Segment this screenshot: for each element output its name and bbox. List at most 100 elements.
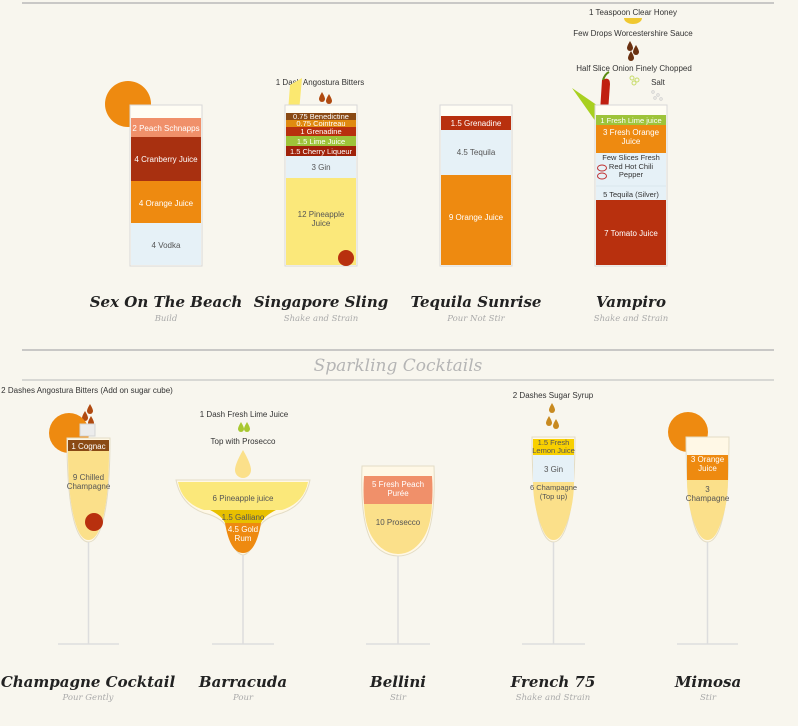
section-title: Sparkling Cocktails <box>314 356 483 376</box>
layer-label: 3 Champagne <box>685 485 730 503</box>
layer-label: 4 Cranberry Juice <box>134 155 198 164</box>
layer-label: 1 Cognac <box>71 442 105 451</box>
garnish-label: Top with Prosecco <box>211 437 276 446</box>
garnish-label: Salt <box>651 78 666 87</box>
layer-label: 6 Champagne (Top up) <box>529 484 578 501</box>
cocktail-method: Pour <box>232 693 254 703</box>
layer-grenadine <box>441 116 511 130</box>
cocktail-name: Tequila Sunrise <box>411 293 542 311</box>
garnish-label: 1 Teaspoon Clear Honey <box>589 8 677 17</box>
layer-label: 2 Peach Schnapps <box>132 124 199 133</box>
cocktail-mimosa: 3 Orange Juice 3 Champagne Mimosa Stir <box>668 412 741 703</box>
layer-label: 1 Grenadine <box>300 127 341 136</box>
layer-grenadine <box>286 127 356 136</box>
chili-slice-icon <box>597 164 607 172</box>
cocktail-champagne-cocktail: 2 Dashes Angostura Bitters (Add on sugar… <box>1 386 176 703</box>
layer-label: 1.5 Cherry Liqueur <box>290 147 353 156</box>
layer-label: 9 Orange Juice <box>449 213 504 222</box>
layer-label: 9 Chilled Champagne <box>66 473 111 491</box>
layer-label: 5 Fresh Peach Purée <box>371 480 425 498</box>
garnish-label: 2 Dashes Angostura Bitters (Add on sugar… <box>1 386 173 395</box>
worcestershire-drop-icon <box>627 41 639 61</box>
cocktail-name: French 75 <box>510 673 596 691</box>
garnish-label: 1 Dash Angostura Bitters <box>276 78 365 87</box>
cocktail-method: Pour Not Stir <box>446 314 505 324</box>
cocktail-bellini: 5 Fresh Peach Purée 10 Prosecco Bellini … <box>361 465 435 703</box>
cocktail-method: Pour Gently <box>62 693 114 703</box>
cocktail-barracuda: 1 Dash Fresh Lime Juice Top with Prosecc… <box>175 410 311 703</box>
layer-gin <box>286 156 356 178</box>
layer-label: 3 Gin <box>544 465 563 474</box>
cocktail-singapore-sling: 1 Dash Angostura Bitters 0.75 Benedictin… <box>254 78 388 324</box>
layer-peach-puree <box>363 476 433 504</box>
layer-label: 4.5 Gold Rum <box>227 525 259 543</box>
lime-drop-icon <box>238 422 250 432</box>
layer-label: 1 Fresh Lime juice <box>600 116 661 125</box>
cocktail-method: Shake and Strain <box>594 314 669 324</box>
garnish-label: 1 Dash Fresh Lime Juice <box>200 410 289 419</box>
cocktail-sex-on-the-beach: 2 Peach Schnapps 4 Cranberry Juice 4 Ora… <box>90 81 243 324</box>
cocktail-name: Mimosa <box>674 673 741 691</box>
bitters-drop-icon <box>319 92 332 104</box>
layer-label: 7 Tomato Juice <box>604 229 658 238</box>
cocktail-method: Stir <box>390 693 407 703</box>
layer-label: 4 Vodka <box>152 241 181 250</box>
layer-label-wrap: 1.5 Fresh Lemon Juice <box>532 439 575 455</box>
layer-label: 4.5 Tequila <box>457 148 496 157</box>
layer-label-wrap: 4.5 Gold Rum <box>227 525 259 543</box>
onion-pieces-icon <box>629 75 640 86</box>
layer-label: 3 Orange Juice <box>690 455 725 473</box>
layer-label: 5 Tequila (Silver) <box>603 190 659 199</box>
garnish-label: Half Slice Onion Finely Chopped <box>576 64 692 73</box>
layer-cranberry-juice <box>131 137 201 181</box>
layer-lime-juice <box>286 136 356 146</box>
layer-benedictine <box>286 113 356 120</box>
layer-label: 12 Pineapple Juice <box>297 210 345 228</box>
cocktail-name: Bellini <box>369 673 426 691</box>
cocktail-method: Shake and Strain <box>516 693 591 703</box>
layer-label: 3 Gin <box>311 163 330 172</box>
layer-galliano <box>210 510 276 523</box>
cocktail-method: Build <box>154 314 178 324</box>
layer-label: 0.75 Benedictine <box>293 112 349 121</box>
layer-label: 0.75 Cointreau <box>296 119 345 128</box>
layer-label-wrap: Few Slices Fresh Red Hot Chili Pepper <box>602 154 660 179</box>
cocktail-name: Sex On The Beach <box>90 293 243 311</box>
prosecco-drop-icon <box>235 450 251 478</box>
layer-tequila-silver <box>596 186 666 200</box>
layer-cherry-liqueur <box>286 146 356 156</box>
cherry-garnish-icon <box>85 513 103 531</box>
sugar-syrup-drop-icon <box>546 403 559 429</box>
cocktail-vampiro: 1 Teaspoon Clear Honey Few Drops Worcest… <box>572 8 693 324</box>
layer-label-wrap: 3 Orange Juice <box>690 455 725 473</box>
layer-label: 1.5 Galliano <box>222 513 265 522</box>
salt-grains-icon <box>651 90 663 101</box>
cocktail-name: Vampiro <box>596 293 666 311</box>
layer-lime-juice <box>596 115 666 125</box>
layer-peach-schnapps <box>131 118 201 137</box>
layer-label: 4 Orange Juice <box>139 199 194 208</box>
cocktail-french-75: 2 Dashes Sugar Syrup 1.5 Fresh Lemon Jui… <box>510 391 596 703</box>
layer-label: Few Slices Fresh Red Hot Chili Pepper <box>602 154 660 179</box>
garnish-label: Few Drops Worcestershire Sauce <box>573 29 693 38</box>
layer-label-wrap: 3 Fresh Orange Juice <box>602 128 660 146</box>
sugar-cube-icon <box>79 423 96 437</box>
layer-orange-juice <box>687 455 728 480</box>
cocktail-name: Singapore Sling <box>254 293 388 311</box>
garnish-label: 2 Dashes Sugar Syrup <box>513 391 594 400</box>
chili-stem-icon <box>602 71 610 81</box>
layer-label-wrap: 5 Fresh Peach Purée <box>371 480 425 498</box>
layer-orange-juice <box>596 125 666 153</box>
layer-label: 3 Fresh Orange Juice <box>602 128 660 146</box>
layer-cointreau <box>286 120 356 127</box>
layer-tequila <box>441 130 511 175</box>
layer-label-wrap: 3 Champagne <box>685 485 730 503</box>
layer-label: 1.5 Grenadine <box>451 119 502 128</box>
layer-lemon-juice <box>533 439 574 455</box>
layer-label: 1.5 Lime Juice <box>297 137 345 146</box>
layer-label: 6 Pineapple juice <box>213 494 274 503</box>
layer-chili-pepper <box>596 153 666 186</box>
layer-label: 10 Prosecco <box>376 518 421 527</box>
cocktail-name: Barracuda <box>198 673 287 691</box>
